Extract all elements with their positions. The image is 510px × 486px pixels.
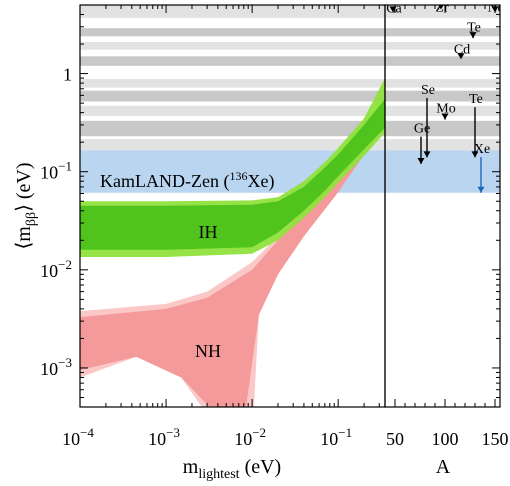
side-gray-bands [385,5,500,161]
side-gray-stripe [385,139,500,151]
isotope-label: Se [421,83,435,98]
kamland-mass-number: 136 [229,169,247,183]
gray-stripe [80,90,385,102]
side-x-axis-label: A [436,456,451,478]
ih-label: IH [199,222,218,242]
y-tick-label: 10−1 [40,159,72,183]
isotope-limit-arrow [438,5,444,10]
y-axis-label: ⟨mββ⟩ (eV) [13,162,39,249]
isotope-limit-arrow [471,151,479,158]
isotope-label: Ca [386,1,402,16]
y-tick-label: 1 [63,65,72,85]
side-gray-stripe [385,90,500,102]
kamland-element: Xe [247,171,268,191]
nh-outer-band [80,5,385,407]
side-gray-stripe [385,105,500,116]
gray-stripe [80,28,385,37]
gray-stripe [80,105,385,116]
side-panel-frame [384,4,501,408]
isotope-label: Xe [474,142,490,157]
gray-stripe [80,41,385,50]
gray-stripe [80,120,385,137]
gray-stripe [80,139,385,151]
side-x-tick-label: 150 [482,429,509,449]
isotope-limit-arrow [441,113,449,120]
isotope-label: Te [467,20,481,35]
side-gray-stripe [385,5,500,18]
isotope-label: Cd [454,43,470,58]
x-tick-label: 10−3 [148,425,180,449]
isotope-label: Zr [435,0,449,15]
nh-label: NH [195,341,221,361]
x-axis-label: mlightest (eV) [183,456,281,482]
nh-bands [80,5,385,407]
ih-inner-band [80,99,385,250]
isotope-limit-arrow [423,151,431,158]
ih-bands [80,78,385,257]
isotope-limit-arrow [417,157,425,164]
side-gray-stripe [385,79,500,88]
isotope-label: Te [469,92,483,107]
isotope-limit-arrow [457,53,465,60]
isotope-limit-arrow [477,186,485,193]
isotope-label: Nd [487,0,504,15]
kamland-suffix: ) [268,171,274,192]
side-gray-stripe [385,28,500,37]
isotope-limit-arrow [469,32,477,39]
gray-stripe [80,5,385,18]
side-gray-stripe [385,120,500,137]
side-x-tick-label: 50 [386,429,404,449]
kamland-prefix: KamLAND-Zen ( [100,171,229,192]
nh-inner-band [80,5,385,407]
gray-stripe [80,56,385,66]
isotope-label: Mo [436,102,455,117]
y-tick-label: 10−3 [40,355,72,379]
isotope-label: Ge [414,122,430,137]
kamland-zen-label: KamLAND-Zen (136Xe) [100,169,274,192]
y-tick-label: 10−2 [40,257,72,281]
x-tick-label: 10−4 [62,425,94,449]
side-gray-stripe [385,56,500,66]
x-tick-label: 10−1 [320,425,352,449]
gray-exclusion-bands [80,5,385,161]
x-tick-label: 10−2 [234,425,266,449]
gray-stripe [80,79,385,88]
side-x-tick-label: 100 [432,429,459,449]
side-gray-stripe [385,41,500,50]
